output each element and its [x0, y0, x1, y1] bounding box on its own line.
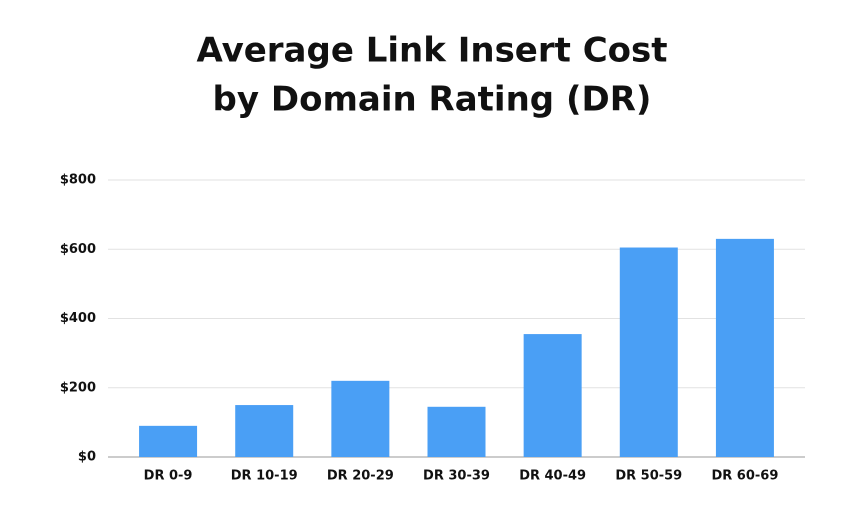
- x-tick-label: DR 50-59: [615, 469, 682, 484]
- y-tick-label: $200: [60, 380, 96, 395]
- bar: [331, 380, 390, 457]
- x-tick-label: DR 40-49: [519, 469, 586, 484]
- x-tick-label: DR 60-69: [711, 469, 778, 484]
- bar: [715, 238, 774, 457]
- bar: [139, 425, 198, 457]
- y-tick-label: $600: [60, 242, 96, 257]
- y-tick-label: $800: [60, 173, 96, 188]
- x-tick-label: DR 20-29: [327, 469, 394, 484]
- bar: [619, 247, 678, 457]
- chart-title: by Domain Rating (DR): [213, 80, 652, 120]
- bar: [523, 334, 582, 457]
- y-tick-label: $0: [78, 450, 96, 465]
- x-tick-label: DR 30-39: [423, 469, 490, 484]
- x-tick-label: DR 0-9: [144, 469, 193, 484]
- y-tick-label: $400: [60, 311, 96, 326]
- bar: [235, 405, 294, 457]
- bar: [427, 406, 486, 457]
- chart-title: Average Link Insert Cost: [196, 31, 667, 71]
- x-tick-label: DR 10-19: [231, 469, 298, 484]
